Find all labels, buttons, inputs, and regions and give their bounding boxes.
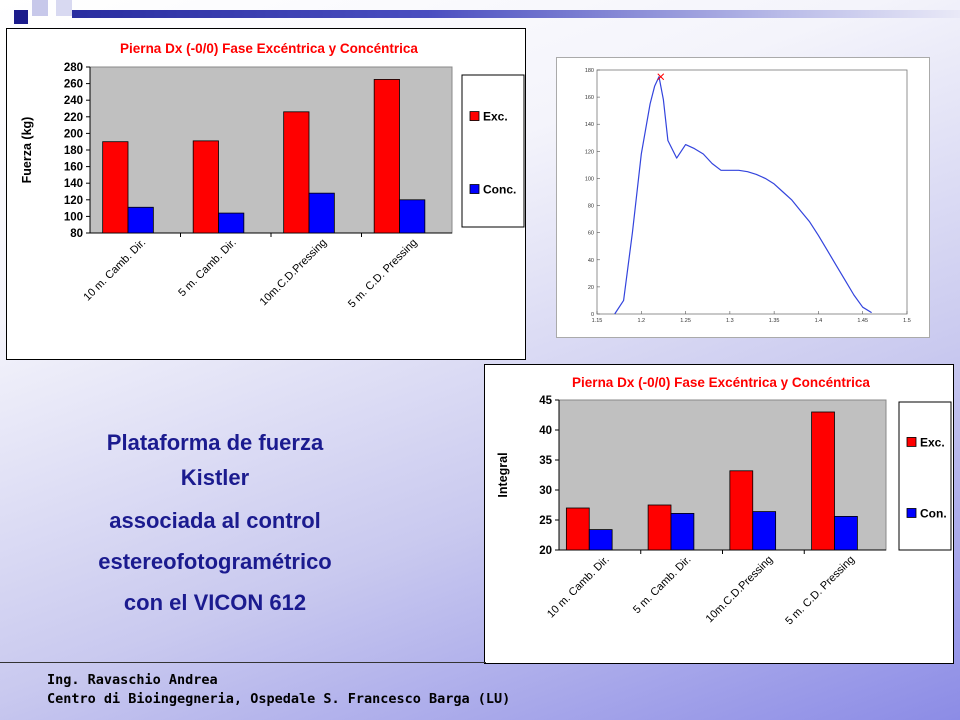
bar-conc: [752, 511, 777, 551]
x-tick-label: 1.25: [680, 318, 691, 324]
bar-exc: [647, 504, 672, 551]
plot-area: [596, 69, 908, 315]
bar-conc: [127, 206, 154, 234]
bar-conc: [399, 199, 426, 234]
legend-label: Conc.: [483, 183, 516, 197]
y-tick-label: 0: [591, 312, 594, 318]
y-tick-label: 120: [585, 149, 594, 155]
integral-chart-panel: Pierna Dx (-0/0) Fase Excéntrica y Concé…: [484, 364, 954, 664]
y-tick-label: 240: [64, 95, 83, 107]
x-tick-label: 1.2: [637, 318, 645, 324]
x-tick-label: 1.4: [815, 318, 823, 324]
legend-swatch-conc: [906, 508, 917, 518]
peak-marker: [657, 73, 665, 81]
x-tick-label: 1.35: [769, 318, 780, 324]
force-curve-line: [614, 76, 872, 315]
bar-exc: [811, 411, 835, 551]
y-tick-label: 45: [539, 395, 552, 407]
bar-conc: [588, 529, 613, 551]
bar-conc: [218, 212, 245, 234]
header-gradient-line: [72, 10, 960, 18]
y-tick-label: 280: [64, 62, 83, 74]
y-tick-label: 160: [64, 162, 83, 174]
bar-exc: [729, 470, 754, 551]
legend-swatch-conc: [469, 184, 480, 194]
chart-title: Pierna Dx (-0/0) Fase Excéntrica y Concé…: [572, 375, 870, 390]
chart-title: Pierna Dx (-0/0) Fase Excéntrica y Concé…: [120, 41, 418, 56]
caption-line-3: associada al control: [109, 508, 321, 533]
x-tick-label: 1.5: [903, 318, 911, 324]
header-square-dark: [14, 10, 28, 24]
force-bar-chart: Pierna Dx (-0/0) Fase Excéntrica y Concé…: [20, 41, 525, 311]
y-tick-label: 20: [588, 285, 594, 291]
force-curve-panel: 0 20 40 60 80 100 120 140 160 180 1.15 1.2 1.25 1.3 1.…: [556, 57, 930, 338]
category-label: 5 m. C.D. Pressing: [783, 554, 857, 628]
y-tick-label: 40: [588, 258, 594, 264]
legend-box: [461, 74, 525, 228]
header-decoration: [0, 0, 960, 28]
footer-divider: [0, 662, 486, 663]
caption-line-5: con el VICON 612: [123, 590, 307, 615]
bar-conc: [834, 515, 858, 551]
header-square-mid: [56, 0, 72, 16]
bar-exc: [283, 111, 310, 234]
category-label: 10 m. Camb. Dir.: [81, 237, 148, 304]
y-axis-label: Integral: [496, 452, 510, 497]
caption-block: Plataforma de fuerza Kistler associada a…: [60, 422, 370, 623]
y-tick-label: 80: [70, 228, 83, 240]
y-tick-label: 200: [64, 128, 83, 140]
category-label: 5 m. Camb. Dir.: [176, 237, 239, 300]
y-tick-label: 100: [585, 176, 594, 182]
integral-bar-chart: Pierna Dx (-0/0) Fase Excéntrica y Concé…: [496, 375, 952, 628]
caption-line-1: Plataforma de fuerza: [106, 430, 324, 455]
footer-institution: Centro di Bioingegneria, Ospedale S. Fra…: [47, 691, 511, 707]
footer: Ing. Ravaschio Andrea Centro di Bioingeg…: [47, 671, 510, 709]
legend-box: [898, 401, 952, 551]
category-label: 5 m. Camb. Dir.: [631, 554, 694, 617]
y-tick-label: 25: [539, 515, 552, 527]
y-tick-label: 35: [539, 455, 552, 467]
y-tick-label: 140: [585, 122, 594, 128]
bar-conc: [670, 512, 695, 551]
y-tick-label: 60: [588, 231, 594, 237]
y-tick-label: 100: [64, 211, 83, 223]
bar-exc: [565, 507, 590, 551]
legend-label: Exc.: [920, 435, 945, 449]
bar-exc: [192, 140, 219, 234]
legend-label: Exc.: [483, 110, 508, 124]
footer-author: Ing. Ravaschio Andrea: [47, 672, 218, 688]
y-tick-label: 40: [539, 425, 552, 437]
y-tick-label: 20: [539, 545, 552, 557]
y-tick-label: 140: [64, 178, 83, 190]
legend-swatch-exc: [906, 437, 917, 447]
bar-conc: [308, 192, 335, 234]
category-label: 10 m. Camb. Dir.: [545, 554, 612, 621]
y-tick-label: 120: [64, 195, 83, 207]
bar-exc: [373, 79, 400, 234]
x-tick-label: 1.45: [857, 318, 868, 324]
bar-exc: [102, 141, 129, 234]
header-square-light: [32, 0, 48, 16]
force-curve-plot: 0 20 40 60 80 100 120 140 160 180 1.15 1.2 1.25 1.3 1.…: [585, 68, 911, 324]
category-label: 10m.C.D.Pressing: [704, 554, 776, 626]
caption-line-4: estereofotogramétrico: [98, 549, 332, 574]
x-tick-label: 1.3: [726, 318, 734, 324]
y-tick-label: 260: [64, 79, 83, 91]
legend-label: Con.: [920, 506, 947, 520]
y-tick-label: 180: [585, 68, 594, 74]
category-label: 10m.C.D.Pressing: [258, 237, 330, 309]
y-tick-label: 220: [64, 112, 83, 124]
caption-line-2: Kistler: [180, 465, 250, 490]
y-tick-label: 180: [64, 145, 83, 157]
force-chart-panel: Pierna Dx (-0/0) Fase Excéntrica y Concé…: [6, 28, 526, 360]
y-axis-label: Fuerza (kg): [20, 117, 34, 184]
y-tick-label: 160: [585, 95, 594, 101]
x-tick-label: 1.15: [592, 318, 603, 324]
legend-swatch-exc: [469, 111, 480, 121]
y-tick-label: 80: [588, 204, 594, 210]
y-tick-label: 30: [539, 485, 552, 497]
category-label: 5 m. C.D. Pressing: [346, 237, 420, 311]
